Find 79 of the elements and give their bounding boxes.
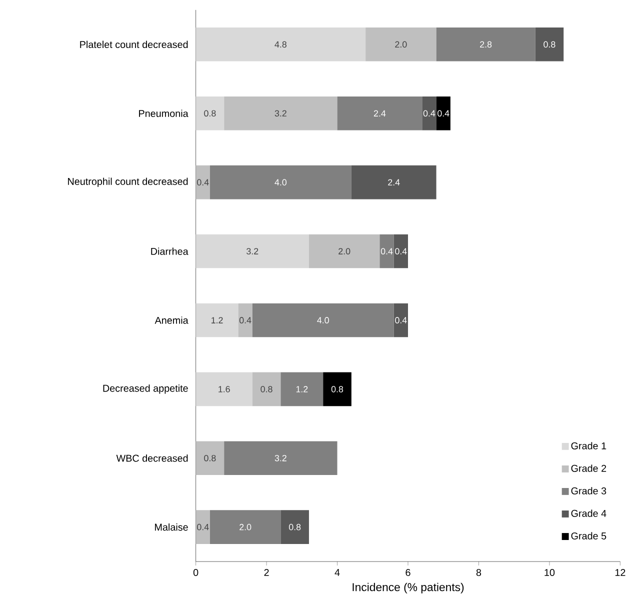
legend-label: Grade 2 bbox=[571, 464, 606, 472]
data-label: 1.2 bbox=[212, 317, 223, 324]
y-tick-label: Decreased appetite bbox=[103, 384, 188, 394]
data-label: 2.8 bbox=[480, 41, 492, 48]
data-label: 0.4 bbox=[395, 248, 407, 254]
data-label: 2.0 bbox=[240, 524, 252, 530]
bar bbox=[196, 510, 210, 544]
legend-label: Grade 1 bbox=[571, 442, 606, 450]
bar bbox=[210, 510, 281, 544]
bar bbox=[252, 372, 281, 406]
y-tick-label: Neutrophil count decreased bbox=[68, 178, 188, 187]
data-label: 3.2 bbox=[274, 454, 286, 462]
data-label: 0.4 bbox=[438, 110, 450, 116]
y-tick-label: Malaise bbox=[155, 523, 188, 531]
bar bbox=[238, 303, 252, 338]
bar bbox=[366, 27, 436, 62]
bar bbox=[252, 303, 394, 338]
data-label: 3.2 bbox=[274, 110, 286, 116]
y-tick-label: Platelet count decreased bbox=[80, 40, 188, 48]
data-label: 0.8 bbox=[260, 386, 272, 392]
y-tick-label: Pneumonia bbox=[139, 110, 188, 117]
bar bbox=[280, 510, 309, 544]
x-tick-label: 8 bbox=[476, 568, 482, 576]
x-axis-title: Incidence (% patients) bbox=[352, 582, 464, 594]
bar bbox=[196, 234, 309, 268]
bar bbox=[224, 96, 338, 130]
bar bbox=[380, 234, 394, 268]
data-label: 0.4 bbox=[197, 524, 209, 530]
bar bbox=[196, 441, 224, 475]
data-label: 4.8 bbox=[274, 41, 286, 48]
data-label: 0.8 bbox=[288, 524, 301, 530]
bar bbox=[196, 372, 252, 406]
x-tick-label: 10 bbox=[544, 568, 555, 576]
data-label: 1.6 bbox=[218, 386, 230, 392]
bar bbox=[196, 165, 210, 200]
x-tick-label: 0 bbox=[193, 568, 198, 576]
bar bbox=[351, 165, 436, 200]
data-label: 0.8 bbox=[204, 454, 216, 462]
data-label: 2.4 bbox=[388, 179, 400, 186]
data-label: 0.4 bbox=[197, 179, 209, 186]
data-label: 0.8 bbox=[544, 41, 556, 48]
bar bbox=[280, 372, 324, 406]
data-label: 0.4 bbox=[380, 248, 393, 254]
bar bbox=[308, 234, 380, 268]
bar bbox=[436, 96, 450, 130]
data-label: 1.2 bbox=[296, 386, 308, 392]
y-tick-label: WBC decreased bbox=[116, 454, 188, 462]
data-label: 0.4 bbox=[239, 316, 252, 324]
legend-label: Grade 4 bbox=[571, 510, 606, 517]
legend-label: Grade 3 bbox=[571, 487, 606, 494]
bar bbox=[196, 96, 224, 130]
bar bbox=[422, 96, 436, 130]
bar bbox=[224, 441, 338, 475]
bar bbox=[436, 27, 536, 62]
x-tick-label: 4 bbox=[334, 568, 340, 576]
data-label: 0.8 bbox=[331, 386, 344, 392]
legend-label: Grade 5 bbox=[571, 532, 606, 540]
data-label: 2.4 bbox=[374, 110, 386, 116]
y-tick-label: Diarrhea bbox=[151, 248, 188, 255]
bar bbox=[394, 234, 408, 268]
x-tick-label: 2 bbox=[264, 568, 269, 576]
bar bbox=[337, 96, 422, 130]
bar bbox=[535, 27, 564, 62]
y-tick-label: Anemia bbox=[154, 316, 188, 324]
data-label: 0.4 bbox=[395, 316, 407, 324]
data-label: 0.8 bbox=[204, 110, 216, 116]
data-label: 0.4 bbox=[423, 110, 436, 116]
bar bbox=[196, 27, 366, 62]
data-label: 2.0 bbox=[338, 248, 350, 254]
bar bbox=[394, 303, 408, 338]
x-tick-label: 6 bbox=[406, 568, 410, 576]
data-label: 4.0 bbox=[317, 316, 329, 324]
data-label: 2.0 bbox=[395, 41, 407, 48]
bar bbox=[323, 372, 352, 406]
bar bbox=[210, 165, 352, 200]
data-label: 4.0 bbox=[274, 179, 287, 186]
bar bbox=[196, 303, 238, 338]
data-label: 3.2 bbox=[246, 248, 258, 254]
x-tick-label: 12 bbox=[615, 568, 626, 576]
